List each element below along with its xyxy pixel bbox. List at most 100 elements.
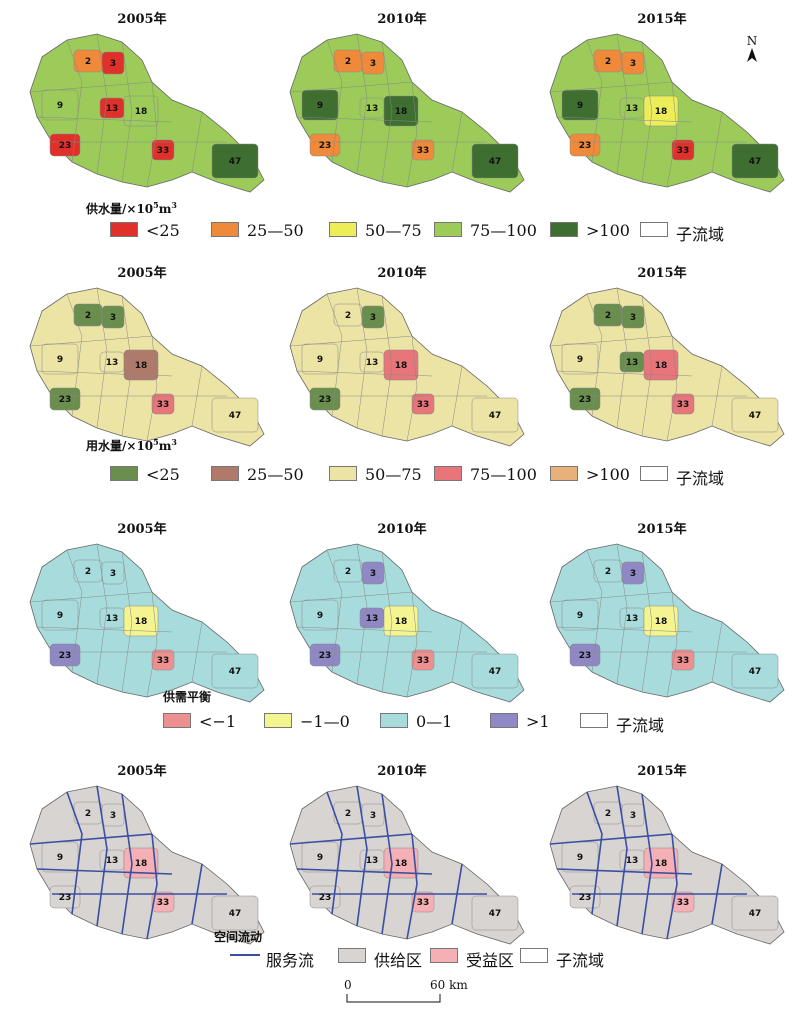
subbasin-23 xyxy=(309,885,341,909)
panel-year-title: 2005年 xyxy=(117,12,167,27)
subbasin-label: 18 xyxy=(135,859,148,869)
subbasin-47 xyxy=(731,895,779,931)
subbasin-divide xyxy=(146,591,158,698)
subbasin-divide xyxy=(586,549,603,673)
legend-label: 子流域 xyxy=(616,716,665,735)
legend-label: 子流域 xyxy=(556,951,605,970)
subbasin-label: 18 xyxy=(135,361,148,371)
subbasin-label: 33 xyxy=(417,898,430,908)
subbasin-18 xyxy=(643,95,679,127)
legend-label: 75—100 xyxy=(470,465,537,484)
subbasin-divide xyxy=(666,81,678,188)
scale-start: 0 xyxy=(344,978,352,992)
subbasin-divide xyxy=(641,41,653,183)
subbasin-divide xyxy=(356,543,368,685)
legend-swatch xyxy=(640,466,668,481)
subbasin-label: 3 xyxy=(630,811,636,821)
subbasin-label: 47 xyxy=(749,157,762,167)
subbasin-divide xyxy=(616,543,628,685)
scale-end: 60 km xyxy=(430,978,468,992)
legend-label: <25 xyxy=(146,465,180,484)
subbasin-label: 9 xyxy=(57,355,63,365)
subbasin-divide xyxy=(556,116,693,123)
panel-year-title: 2010年 xyxy=(377,764,427,779)
subbasin-label: 47 xyxy=(229,667,242,677)
subbasin-33 xyxy=(411,139,435,161)
subbasin-divide xyxy=(586,293,603,417)
subbasin-divide xyxy=(326,293,343,417)
subbasin-label: 2 xyxy=(345,809,351,819)
subbasin-18 xyxy=(123,95,159,127)
subbasin-23 xyxy=(309,387,341,411)
subbasin-label: 33 xyxy=(157,898,170,908)
subbasin-divide xyxy=(121,295,133,437)
subbasin-9 xyxy=(301,89,339,121)
subbasin-label: 33 xyxy=(157,146,170,156)
subbasin-33 xyxy=(671,393,695,415)
subbasin-label: 23 xyxy=(59,141,72,151)
subbasin-label: 3 xyxy=(370,811,376,821)
service-flow-line xyxy=(29,833,153,845)
subbasin-divide xyxy=(616,33,628,175)
subbasin-label: 9 xyxy=(577,853,583,863)
subbasin-label: 23 xyxy=(59,395,72,405)
subbasin-label: 47 xyxy=(229,157,242,167)
legend-label: −1—0 xyxy=(300,712,350,731)
legend-swatch xyxy=(211,466,239,481)
subbasin-divide xyxy=(406,81,418,188)
subbasin-label: 2 xyxy=(605,567,611,577)
subbasin-23 xyxy=(49,387,81,411)
subbasin-47 xyxy=(471,653,519,689)
subbasin-47 xyxy=(211,397,259,433)
legend-swatch xyxy=(110,466,138,481)
subbasin-33 xyxy=(411,649,435,671)
subbasin-18 xyxy=(643,349,679,381)
panel-year-title: 2015年 xyxy=(637,522,687,537)
legend-swatch xyxy=(230,954,260,956)
subbasin-label: 2 xyxy=(345,57,351,67)
subbasin-23 xyxy=(569,387,601,411)
legend-label: <25 xyxy=(146,221,180,240)
subbasin-divide xyxy=(641,551,653,693)
subbasin-label: 23 xyxy=(579,893,592,903)
subbasin-label: 3 xyxy=(630,313,636,323)
subbasin-33 xyxy=(671,649,695,671)
subbasin-label: 3 xyxy=(370,59,376,69)
subbasin-9 xyxy=(561,89,599,121)
subbasin-label: 13 xyxy=(626,856,639,866)
subbasin-label: 9 xyxy=(317,101,323,111)
legend-swatch xyxy=(338,948,366,963)
panel-year-title: 2005年 xyxy=(117,764,167,779)
subbasin-23 xyxy=(49,133,81,157)
legend-swatch xyxy=(490,713,518,728)
legend-swatch xyxy=(211,222,239,237)
subbasin-divide xyxy=(549,81,673,93)
subbasin-divide xyxy=(36,116,173,123)
subbasin-divide xyxy=(549,591,673,603)
subbasin-divide xyxy=(121,41,133,183)
subbasin-33 xyxy=(151,891,175,913)
subbasin-label: 9 xyxy=(577,101,583,111)
subbasin-3 xyxy=(361,305,385,329)
subbasin-divide xyxy=(289,81,413,93)
subbasin-label: 13 xyxy=(626,104,639,114)
legend-label: 25—50 xyxy=(247,465,304,484)
subbasin-47 xyxy=(211,895,259,931)
legend-label: 25—50 xyxy=(247,221,304,240)
subbasin-label: 23 xyxy=(59,651,72,661)
subbasin-label: 3 xyxy=(630,59,636,69)
subbasin-divide xyxy=(549,335,673,347)
subbasin-18 xyxy=(643,605,679,637)
subbasin-label: 2 xyxy=(85,567,91,577)
subbasin-divide xyxy=(641,295,653,437)
subbasin-label: 3 xyxy=(110,811,116,821)
subbasin-label: 23 xyxy=(59,893,72,903)
subbasin-18 xyxy=(123,847,159,879)
legend-swatch xyxy=(434,222,462,237)
subbasin-label: 23 xyxy=(319,395,332,405)
subbasin-divide xyxy=(381,295,393,437)
subbasin-label: 23 xyxy=(319,651,332,661)
subbasin-3 xyxy=(361,51,385,75)
subbasin-3 xyxy=(101,51,125,75)
